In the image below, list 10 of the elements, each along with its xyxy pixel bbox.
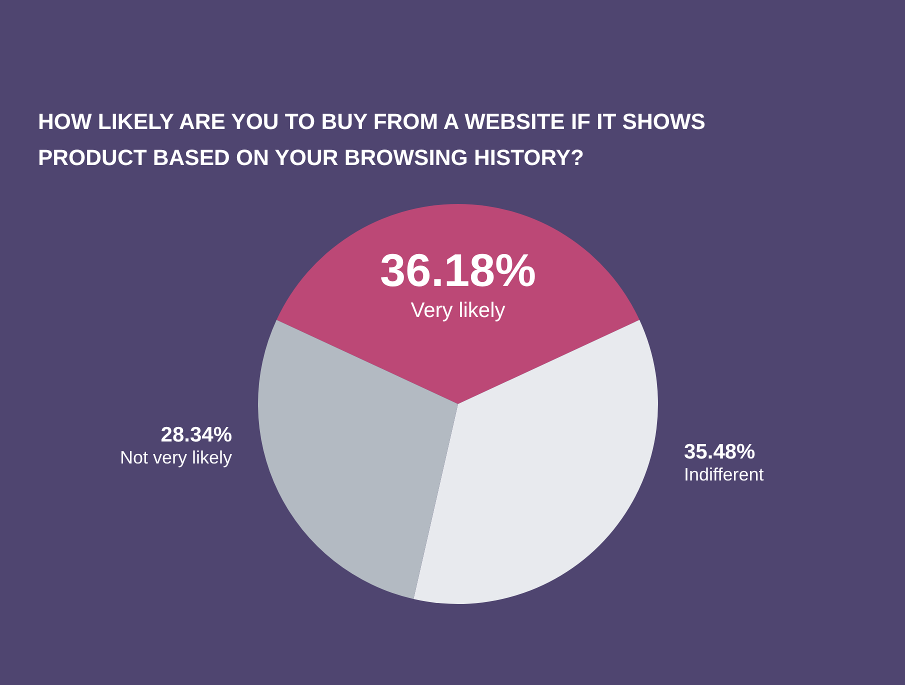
data-label: 28.34% [160,424,232,447]
data-label: 36.18% [380,244,536,296]
slice-label: Not very likely [120,448,232,468]
pie-slice [276,204,640,404]
slice-label: Very likely [410,299,506,322]
chart-title: HOW LIKELY ARE YOU TO BUY FROM A WEBSITE IF IT SHOWS PRODUCT BASED ON YOUR BROWSING HISTORY? [38,109,706,170]
data-label: 35.48% [684,440,756,464]
pie-slice [258,320,458,599]
pie-slice [414,320,658,604]
slice-label: Indifferent [684,464,764,485]
